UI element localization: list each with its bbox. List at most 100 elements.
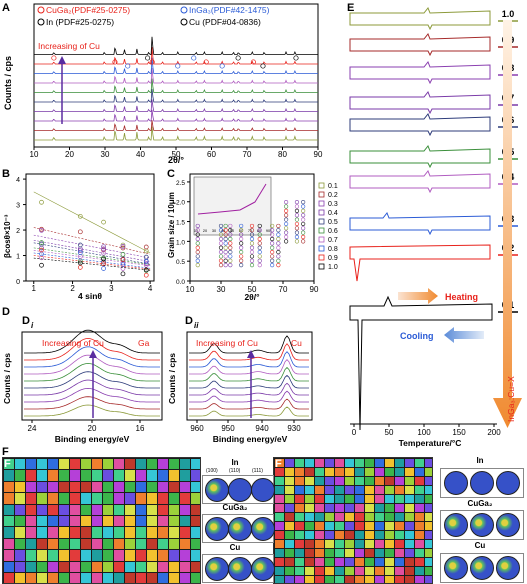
ebsd-grain [136, 573, 146, 583]
b-data-point [101, 266, 106, 271]
ebsd-grain [305, 486, 314, 494]
c-legend-label: 0.9 [328, 255, 338, 262]
ebsd-grain [305, 477, 314, 485]
ebsd-grain [103, 550, 113, 561]
c-ytick-label: 1.0 [176, 239, 185, 246]
c-data-point [239, 228, 244, 233]
c-data-point [239, 223, 244, 229]
ebsd-grain [415, 558, 424, 566]
ebsd-grain [70, 504, 80, 515]
panel-d-letter: D [2, 306, 10, 318]
ebsd-grain [285, 567, 294, 575]
ebsd-grain [415, 477, 424, 485]
c-data-point [239, 254, 244, 259]
panel-dii-spectra [189, 335, 309, 417]
c-data-point [223, 223, 228, 229]
c-legend-label: 0.3 [328, 201, 338, 208]
dsc-curves [349, 7, 493, 431]
cooling-label: Cooling [400, 331, 434, 341]
c-ytick-label: 2.5 [176, 180, 185, 187]
c-data-point [270, 241, 275, 246]
ebsd-grain [81, 481, 91, 493]
c-data-point [223, 249, 228, 255]
ebsd-grain [425, 549, 432, 557]
c-data-point [276, 254, 281, 259]
ebsd-grain [295, 558, 304, 566]
ebsd-grain [180, 470, 190, 481]
panel-a-xlabel: 2θ/° [168, 155, 184, 165]
c-data-point [195, 236, 200, 242]
pf-right-cu-2 [470, 556, 494, 580]
ebsd-grain [295, 540, 304, 548]
ebsd-grain [325, 513, 334, 521]
c-data-point [283, 200, 289, 205]
panel-dii-sub: ii [194, 321, 199, 330]
ebsd-grain [395, 558, 404, 566]
ebsd-grain [365, 567, 374, 575]
ratio-arrow [493, 20, 522, 428]
ebsd-grain [147, 470, 157, 481]
ebsd-grain [335, 486, 344, 494]
xrd-peak-marker [219, 63, 225, 69]
ebsd-grain [37, 573, 47, 583]
e-xtick-label: 100 [417, 428, 431, 437]
b-data-point [39, 240, 44, 245]
panel-c-ylabel: Grain size / 10μm [167, 192, 176, 258]
panel-c-legend: 0.1 0.2 0.3 0.4 0.5 0.6 0.7 0.8 0.9 1.0 [318, 182, 338, 271]
ebsd-grain [158, 493, 168, 504]
ebsd-grain [425, 513, 432, 521]
dii-xtick-label: 960 [190, 424, 204, 433]
ebsd-grain [295, 486, 304, 494]
c-data-point [249, 249, 255, 255]
c-xtick-label: 10 [186, 285, 195, 294]
ebsd-grain [158, 561, 168, 572]
ebsd-grain [59, 470, 69, 481]
ebsd-grain [405, 513, 414, 521]
xrd-pattern [34, 78, 318, 93]
ebsd-grain [405, 576, 414, 583]
c-data-point [301, 208, 306, 213]
c-data-point [276, 263, 281, 268]
b-data-point [101, 256, 106, 262]
ebsd-grain [125, 470, 135, 481]
ebsd-grain [70, 459, 80, 470]
c-data-point [218, 245, 224, 250]
ebsd-grain [114, 573, 124, 583]
ebsd-grain [26, 493, 36, 504]
ebsd-grain [114, 470, 124, 481]
dii-spectrum [189, 366, 309, 382]
ebsd-grain [114, 550, 124, 561]
ebsd-grain [26, 504, 36, 515]
ebsd-grain [315, 459, 324, 467]
ebsd-grain [295, 504, 304, 512]
c-data-point [223, 236, 228, 242]
heating-label: Heating [445, 292, 478, 302]
ebsd-grain [180, 504, 190, 515]
ebsd-grain [26, 527, 36, 538]
ebsd-grain [355, 468, 364, 476]
c-data-point [270, 249, 275, 255]
ebsd-grain [285, 558, 294, 566]
ebsd-grain [315, 531, 324, 539]
panel-di-letter: D [22, 315, 30, 327]
ebsd-grain [92, 504, 102, 515]
ebsd-grain [385, 513, 394, 521]
ebsd-grain [158, 459, 168, 470]
pf-right-cu-box [440, 553, 524, 583]
ebsd-grain [70, 493, 80, 504]
ebsd-grain [4, 493, 14, 504]
pf-left-in-2 [228, 478, 252, 502]
ebsd-grain [191, 504, 200, 515]
c-data-point [218, 228, 224, 233]
ebsd-grain [305, 459, 314, 467]
ebsd-grain [285, 459, 294, 467]
xrd-pattern [34, 36, 318, 55]
ebsd-grain [191, 550, 200, 561]
pf-right-in-3 [496, 471, 520, 495]
legend-cuga2: CuGa₂(PDF#25-0275) [46, 5, 130, 15]
ebsd-grain [395, 531, 404, 539]
ebsd-grain [345, 558, 354, 566]
ebsd-grain [365, 549, 374, 557]
panel-d-charts: D i Counts / cps Increasing of Cu Ga 24 2… [2, 315, 313, 444]
ebsd-grain [425, 522, 432, 530]
